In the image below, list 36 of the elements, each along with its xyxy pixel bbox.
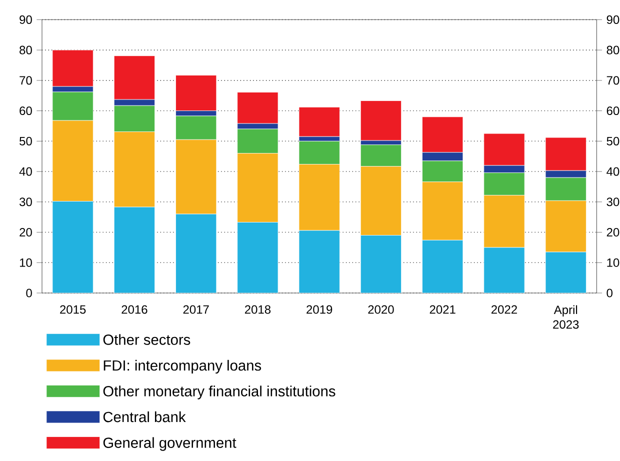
y2-tick-label: 70	[20, 76, 32, 85]
x-tick-label: 2022	[491, 305, 517, 314]
y-tick-label: 0	[606, 288, 612, 298]
bar	[298, 106, 340, 137]
y2-tick-label: 60	[20, 106, 32, 116]
legend-label: Central bank	[103, 411, 186, 422]
y2-tick-label: 20	[20, 228, 32, 237]
x-tick-label: April 2023	[553, 305, 579, 329]
y2-tick-label: 50	[20, 136, 32, 146]
x-tick-label: 2015	[60, 305, 86, 314]
x-tick-label: 2018	[244, 305, 271, 314]
y-tick-label: 30	[606, 198, 620, 206]
x-tick-label: 2017	[183, 305, 209, 314]
x-tick-label: 2016	[122, 305, 148, 314]
y-tick-label: 80	[606, 46, 620, 54]
legend-label: FDI: intercompany loans	[104, 360, 262, 374]
y-tick-label: 60	[606, 106, 620, 116]
y2-tick-label: 30	[20, 198, 32, 206]
legend-label: Other monetary financial institutions	[103, 386, 336, 400]
y2-tick-label: 10	[20, 258, 32, 267]
bar	[360, 100, 402, 141]
x-tick-label: 2020	[368, 305, 394, 314]
y-tick-label: 70	[606, 76, 620, 85]
y-tick-label: 10	[607, 258, 620, 267]
legend-label: General government	[103, 437, 236, 451]
y-tick-label: 90	[606, 15, 620, 24]
x-tick-label: 2019	[306, 305, 332, 314]
y2-tick-label: 90	[20, 15, 32, 24]
y-tick-label: 40	[606, 167, 620, 176]
y-tick-label: 50	[606, 136, 620, 146]
y-tick-label: 20	[606, 228, 620, 237]
x-tick-label: 2021	[430, 305, 456, 314]
y2-tick-label: 80	[20, 46, 32, 54]
y2-tick-label: 40	[19, 167, 32, 176]
legend-label: Other sectors	[103, 334, 190, 345]
y2-tick-label: 0	[26, 288, 32, 298]
